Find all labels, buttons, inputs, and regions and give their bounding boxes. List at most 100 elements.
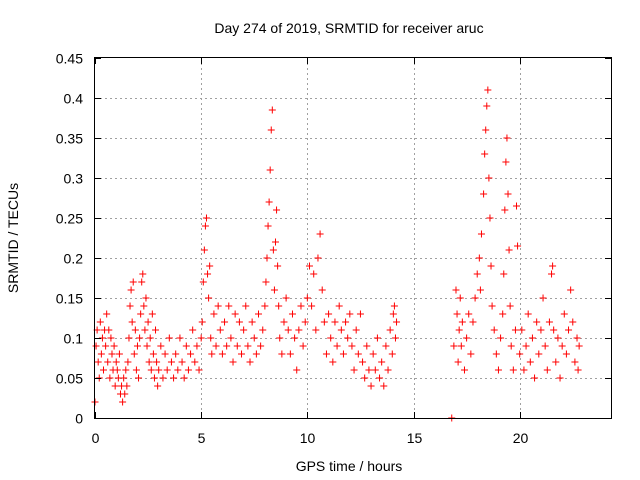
data-point bbox=[199, 278, 207, 286]
data-point bbox=[533, 318, 541, 326]
data-point bbox=[148, 310, 156, 318]
data-point bbox=[147, 366, 155, 374]
x-tick-label: 20 bbox=[513, 430, 529, 446]
data-point bbox=[137, 310, 145, 318]
data-point bbox=[284, 326, 292, 334]
data-point bbox=[202, 214, 210, 222]
data-point bbox=[359, 358, 367, 366]
data-point bbox=[127, 286, 135, 294]
data-point bbox=[376, 374, 384, 382]
data-point bbox=[575, 342, 583, 350]
data-point bbox=[562, 350, 570, 358]
data-point bbox=[200, 246, 208, 254]
plot-frame bbox=[94, 57, 612, 419]
data-point bbox=[346, 310, 354, 318]
data-point bbox=[299, 342, 307, 350]
data-point bbox=[223, 342, 231, 350]
y-tick-label: 0 bbox=[75, 411, 83, 427]
data-point bbox=[159, 374, 167, 382]
data-point bbox=[312, 326, 320, 334]
data-point bbox=[507, 342, 515, 350]
data-point bbox=[354, 350, 362, 358]
data-point bbox=[494, 366, 502, 374]
data-point bbox=[320, 318, 328, 326]
data-point bbox=[180, 374, 188, 382]
data-point bbox=[207, 334, 215, 342]
data-point bbox=[265, 198, 273, 206]
data-point bbox=[453, 310, 461, 318]
data-point bbox=[361, 374, 369, 382]
data-point bbox=[476, 286, 484, 294]
data-point bbox=[255, 310, 263, 318]
data-point bbox=[303, 294, 311, 302]
data-point bbox=[184, 366, 192, 374]
data-point bbox=[342, 318, 350, 326]
data-point bbox=[129, 278, 137, 286]
data-point bbox=[471, 294, 479, 302]
data-point bbox=[238, 350, 246, 358]
data-point bbox=[126, 302, 134, 310]
data-point bbox=[108, 350, 116, 358]
data-point bbox=[278, 350, 286, 358]
data-point bbox=[261, 302, 269, 310]
data-point bbox=[163, 366, 171, 374]
data-point bbox=[329, 358, 337, 366]
data-point bbox=[571, 358, 579, 366]
data-point bbox=[97, 350, 105, 358]
data-point bbox=[548, 270, 556, 278]
data-point bbox=[552, 358, 560, 366]
data-point bbox=[176, 334, 184, 342]
data-point bbox=[271, 238, 279, 246]
data-point bbox=[327, 334, 335, 342]
data-point bbox=[463, 334, 471, 342]
data-point bbox=[363, 342, 371, 350]
data-point bbox=[333, 342, 341, 350]
data-point bbox=[92, 342, 100, 350]
data-point bbox=[386, 326, 394, 334]
data-point bbox=[484, 86, 492, 94]
data-point bbox=[262, 278, 270, 286]
data-point bbox=[250, 334, 258, 342]
data-point bbox=[511, 326, 519, 334]
data-point bbox=[391, 334, 399, 342]
data-point bbox=[252, 350, 260, 358]
data-point bbox=[165, 334, 173, 342]
data-point bbox=[365, 366, 373, 374]
data-point bbox=[316, 230, 324, 238]
data-point bbox=[497, 334, 505, 342]
data-point bbox=[264, 222, 272, 230]
data-point bbox=[539, 294, 547, 302]
data-point bbox=[558, 342, 566, 350]
data-point bbox=[167, 358, 175, 366]
data-point bbox=[499, 310, 507, 318]
data-point bbox=[124, 358, 132, 366]
data-point bbox=[467, 350, 475, 358]
data-point bbox=[524, 310, 532, 318]
y-axis-label: SRMTID / TECUs bbox=[5, 183, 21, 293]
data-point bbox=[500, 270, 508, 278]
data-point bbox=[204, 270, 212, 278]
data-point bbox=[509, 366, 517, 374]
data-point bbox=[174, 366, 182, 374]
y-tick-labels: 0 0.05 0.1 0.15 0.2 0.25 0.3 0.35 0.4 0.45 bbox=[56, 51, 83, 427]
data-point bbox=[157, 342, 165, 350]
data-point bbox=[133, 342, 141, 350]
data-point bbox=[301, 318, 309, 326]
data-point bbox=[206, 262, 214, 270]
data-point bbox=[161, 350, 169, 358]
data-point bbox=[274, 262, 282, 270]
data-point bbox=[273, 206, 281, 214]
data-point bbox=[492, 350, 500, 358]
data-point bbox=[516, 350, 524, 358]
data-point bbox=[121, 390, 129, 398]
data-point bbox=[501, 206, 509, 214]
data-point bbox=[266, 166, 274, 174]
data-point bbox=[115, 350, 123, 358]
data-point bbox=[153, 358, 161, 366]
data-point bbox=[455, 326, 463, 334]
data-point bbox=[490, 326, 498, 334]
data-point bbox=[514, 242, 522, 250]
data-point bbox=[297, 302, 305, 310]
data-point bbox=[541, 342, 549, 350]
